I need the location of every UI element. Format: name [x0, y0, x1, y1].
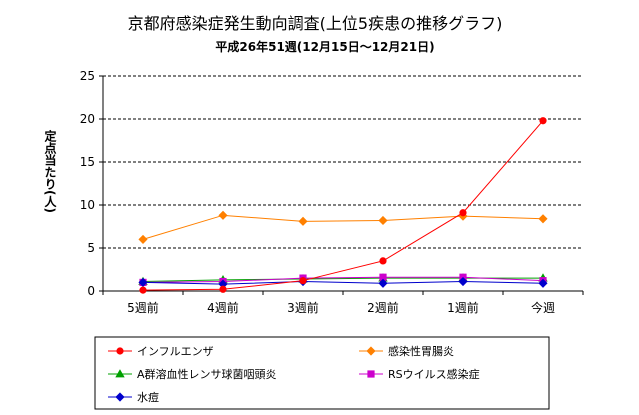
data-point [539, 117, 547, 125]
data-point [299, 277, 307, 285]
series-group [138, 210, 548, 244]
x-tick-label: 4週前 [207, 300, 239, 315]
data-point [218, 210, 228, 220]
y-tick-label: 0 [87, 284, 95, 298]
legend-label: RSウイルス感染症 [388, 367, 480, 381]
series-line [142, 120, 544, 291]
x-tick-label: 3週前 [287, 300, 319, 315]
legend-label: 感染性胃腸炎 [388, 344, 454, 358]
data-point [139, 286, 147, 294]
data-point [219, 285, 227, 293]
legend-item: インフルエンザ [108, 345, 214, 358]
legend-label: A群溶血性レンサ球菌咽頭炎 [137, 367, 277, 381]
chart-title: 京都府感染症発生動向調査(上位5疾患の推移グラフ) [128, 14, 503, 33]
y-axis-label: 定点当たり(人) [43, 129, 57, 213]
data-point [379, 257, 387, 265]
legend-marker [115, 369, 125, 378]
grid [103, 75, 583, 249]
legend-item: RSウイルス感染症 [359, 367, 480, 381]
data-point [378, 278, 388, 288]
legend-item: A群溶血性レンサ球菌咽頭炎 [108, 367, 277, 381]
x-tick-label: 今週 [531, 300, 555, 315]
legend-item: 水痘 [108, 390, 159, 404]
data-point [378, 215, 388, 226]
chart-subtitle: 平成26年51週(12月15日～12月21日) [215, 39, 434, 54]
data-point [298, 216, 308, 226]
legend-marker [366, 346, 376, 356]
legend-marker [115, 392, 125, 402]
legend-box [94, 336, 550, 410]
series-line [142, 277, 543, 283]
data-point [538, 214, 548, 224]
data-point [138, 234, 148, 244]
legend-label: 水痘 [137, 390, 159, 404]
legend-marker [367, 370, 375, 378]
series-group [139, 117, 547, 294]
series-line [142, 281, 544, 285]
y-tick-label: 5 [87, 241, 95, 255]
series [138, 117, 548, 294]
data-point [459, 209, 467, 217]
series-line [142, 276, 544, 283]
data-point [538, 278, 548, 288]
axes [102, 76, 583, 292]
series-group [138, 273, 548, 285]
y-tick-label: 20 [80, 112, 95, 126]
y-tick-label: 25 [80, 69, 95, 83]
series-line [142, 214, 544, 240]
x-ticks: 5週前 4週前 3週前 2週前 1週前 今週 [102, 291, 584, 315]
y-tick-label: 15 [80, 155, 95, 169]
y-ticks: 0 5 10 15 20 25 [80, 69, 103, 298]
data-point [458, 276, 468, 287]
x-tick-label: 5週前 [127, 300, 159, 315]
data-point [138, 277, 148, 287]
series-group [138, 276, 548, 289]
legend-label: インフルエンザ [137, 345, 214, 358]
legend-marker [116, 347, 124, 355]
legend-item: 感染性胃腸炎 [359, 344, 454, 358]
y-tick-label: 10 [80, 198, 95, 212]
x-tick-label: 2週前 [367, 300, 399, 315]
x-tick-label: 1週前 [447, 300, 479, 315]
